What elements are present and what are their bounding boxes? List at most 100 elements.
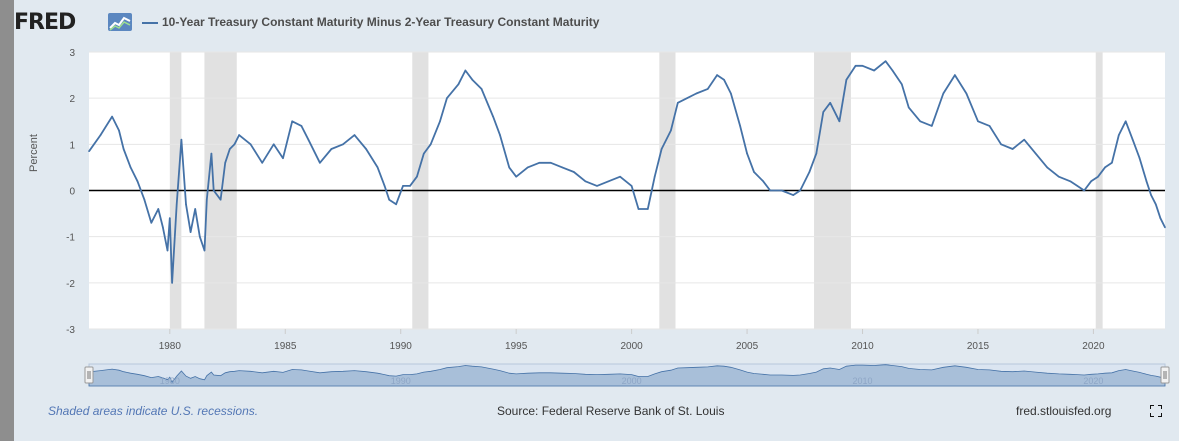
window-right-edge [1179,0,1190,441]
fred-logo[interactable]: FRED [14,10,76,35]
y-tick-label: -1 [66,233,75,244]
y-tick-label: -2 [66,279,75,290]
data-point [653,175,656,178]
data-point [637,208,640,210]
data-point [1069,180,1072,183]
data-point [686,97,688,99]
range-navigator[interactable]: 1980 1990 2000 2010 2020 [14,360,1179,390]
data-point [808,171,811,173]
x-tick-label: 2000 [620,341,643,352]
data-point [492,115,494,118]
data-point [746,152,748,155]
data-point [660,148,663,150]
x-tick-label: 1985 [274,341,297,352]
data-point [300,125,303,127]
x-tick-label: 2015 [967,341,990,352]
data-point [1164,226,1166,229]
y-tick-label: -3 [66,325,75,336]
fullscreen-icon[interactable] [1150,405,1162,417]
x-tick-label: 2010 [851,341,874,352]
data-point [376,166,379,169]
data-point [423,152,425,155]
data-point [307,138,310,141]
series-line [88,60,1166,284]
data-point [416,175,418,178]
data-point [233,143,236,146]
navigator-right-handle[interactable] [1160,366,1170,384]
data-point [723,78,725,81]
data-point [194,208,197,210]
data-point [854,65,857,67]
data-point [1023,138,1025,141]
navigator-left-handle[interactable] [84,366,94,384]
data-point [769,189,771,192]
data-point [272,143,275,146]
data-point [1145,180,1148,183]
data-point [573,171,575,173]
data-point [919,120,922,123]
navigator-area [88,364,1166,387]
data-point [457,83,460,86]
data-point [845,78,848,81]
data-point [1011,148,1014,150]
data-point [988,125,991,127]
data-point [409,185,411,187]
data-point [157,208,160,210]
data-point [499,134,501,136]
navigator-label: 2000 [622,376,642,386]
data-point [1090,180,1092,183]
data-point [1111,162,1113,164]
data-point [1118,134,1120,136]
y-tick-label: 3 [69,48,75,59]
data-point [707,88,709,90]
data-point [171,282,173,284]
data-point [118,129,120,132]
line-chart[interactable]: -3 -2 -1 0 1 2 3 1980 1985 1990 1995 2000 2005 2010 20… [14,40,1179,355]
data-point [907,106,910,109]
data-point [402,185,404,187]
data-point [1000,143,1002,146]
data-point [822,111,825,113]
data-point [942,92,945,95]
data-point [480,88,483,90]
data-point [1097,175,1099,178]
data-point [829,101,831,104]
data-point [353,134,356,136]
recession-note: Shaded areas indicate U.S. recessions. [48,404,259,418]
data-point [630,185,633,187]
data-point [319,162,321,164]
site-link[interactable]: fred.stlouisfed.org [1016,404,1112,418]
data-point [1159,217,1162,219]
data-point [229,148,231,150]
data-point [471,78,474,81]
legend-series-swatch [142,22,158,24]
data-point [607,180,610,183]
data-point [799,189,801,192]
legend-series-label[interactable]: 10-Year Treasury Constant Maturity Minus… [162,15,600,29]
data-point [619,175,621,178]
data-point [143,198,146,201]
data-point [180,138,183,141]
data-point [129,166,132,169]
x-tick-label: 2005 [736,341,759,352]
data-point [395,203,397,206]
data-point [342,143,344,146]
x-tick-label: 2020 [1082,341,1105,352]
data-point [900,83,903,86]
x-tick-label: 1990 [390,341,413,352]
data-point [446,97,448,99]
data-point [122,148,125,150]
data-point [261,162,263,164]
data-point [584,180,587,183]
data-point [891,69,894,72]
data-point [1083,189,1085,192]
data-point [526,166,529,169]
navigator-label: 1990 [391,376,411,386]
data-point [596,185,598,187]
data-point [464,69,467,72]
data-point [150,222,153,224]
data-point [508,166,511,169]
data-point [224,162,227,164]
data-point [189,231,192,233]
window-left-border [0,0,14,441]
